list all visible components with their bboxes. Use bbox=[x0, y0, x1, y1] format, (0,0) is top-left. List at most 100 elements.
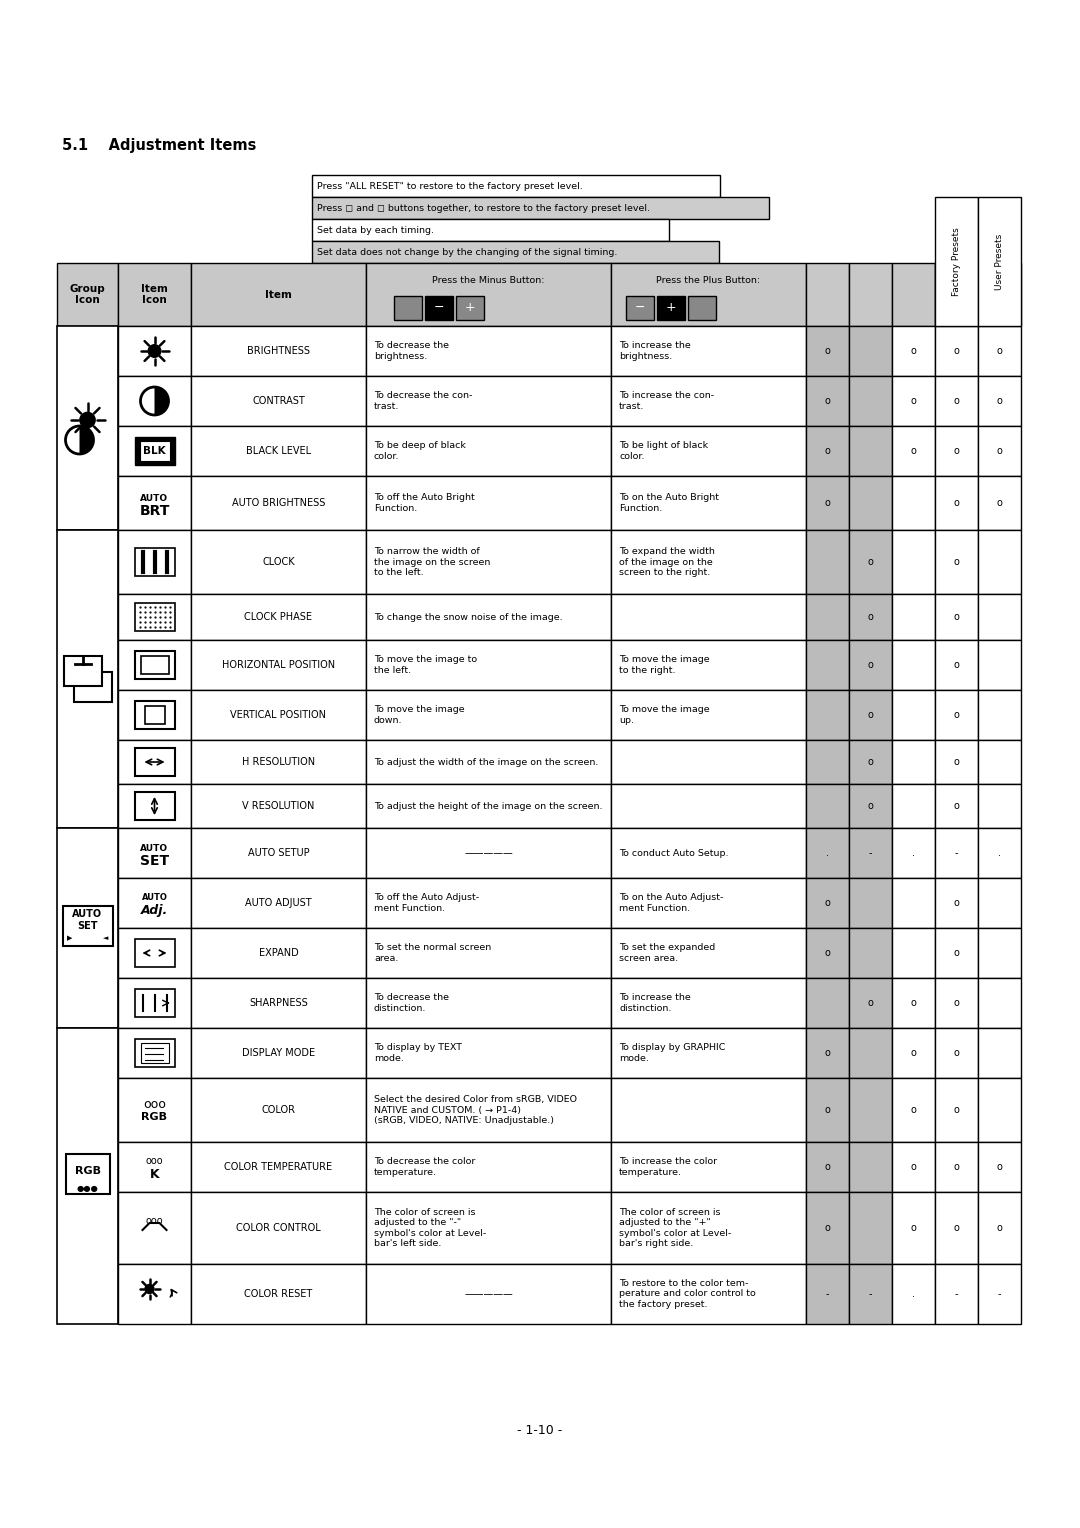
Bar bbox=[978, 263, 1021, 325]
Bar bbox=[191, 325, 366, 376]
Text: To move the image
up.: To move the image up. bbox=[619, 706, 710, 724]
Bar bbox=[312, 219, 669, 241]
Bar bbox=[366, 325, 611, 376]
Text: -: - bbox=[955, 848, 958, 859]
Bar bbox=[135, 792, 175, 821]
Text: To adjust the height of the image on the screen.: To adjust the height of the image on the… bbox=[374, 802, 603, 810]
Text: - 1-10 -: - 1-10 - bbox=[517, 1424, 563, 1436]
Bar bbox=[118, 376, 191, 426]
Bar bbox=[892, 640, 935, 691]
Text: o: o bbox=[910, 1105, 917, 1115]
Text: o: o bbox=[824, 1105, 831, 1115]
Bar bbox=[806, 1192, 849, 1264]
Circle shape bbox=[145, 1285, 154, 1294]
Text: COLOR: COLOR bbox=[261, 1105, 296, 1115]
Bar bbox=[935, 477, 978, 530]
Bar bbox=[892, 1264, 935, 1323]
Text: o: o bbox=[867, 998, 874, 1008]
Bar bbox=[312, 176, 720, 197]
Bar bbox=[849, 978, 892, 1028]
Bar bbox=[806, 1077, 849, 1141]
Bar bbox=[978, 594, 1021, 640]
Circle shape bbox=[148, 345, 161, 358]
Bar bbox=[978, 691, 1021, 740]
Bar bbox=[849, 879, 892, 927]
Bar bbox=[191, 927, 366, 978]
Bar bbox=[366, 1077, 611, 1141]
Bar bbox=[366, 376, 611, 426]
Bar bbox=[935, 1264, 978, 1323]
Bar bbox=[849, 927, 892, 978]
Text: o: o bbox=[824, 345, 831, 356]
Text: To off the Auto Adjust-
ment Function.: To off the Auto Adjust- ment Function. bbox=[374, 894, 480, 912]
Bar bbox=[135, 437, 175, 465]
Bar bbox=[366, 426, 611, 477]
Bar bbox=[135, 604, 175, 631]
Text: o: o bbox=[954, 498, 959, 507]
Bar bbox=[688, 296, 716, 319]
Bar bbox=[849, 1264, 892, 1323]
Bar bbox=[806, 594, 849, 640]
Bar bbox=[849, 325, 892, 376]
Bar bbox=[935, 530, 978, 594]
Bar bbox=[849, 1028, 892, 1077]
Bar bbox=[191, 426, 366, 477]
Text: —————: ————— bbox=[464, 848, 513, 859]
Text: .: . bbox=[998, 848, 1001, 859]
Bar bbox=[366, 1141, 611, 1192]
Bar bbox=[806, 1141, 849, 1192]
Text: Press the Plus Button:: Press the Plus Button: bbox=[657, 277, 760, 286]
Text: +: + bbox=[665, 301, 676, 315]
Text: o: o bbox=[954, 396, 959, 406]
Circle shape bbox=[80, 413, 95, 428]
Bar bbox=[935, 197, 978, 325]
Text: Set data does not change by the changing of the signal timing.: Set data does not change by the changing… bbox=[318, 248, 618, 257]
Text: o: o bbox=[824, 898, 831, 908]
Bar bbox=[892, 1141, 935, 1192]
Text: COLOR CONTROL: COLOR CONTROL bbox=[237, 1222, 321, 1233]
Bar bbox=[366, 477, 611, 530]
Bar bbox=[118, 1264, 191, 1323]
Bar bbox=[118, 978, 191, 1028]
Bar bbox=[366, 740, 611, 784]
Text: o: o bbox=[954, 1048, 959, 1057]
Bar bbox=[892, 927, 935, 978]
Bar bbox=[806, 879, 849, 927]
Bar bbox=[366, 784, 611, 828]
Bar bbox=[935, 594, 978, 640]
Bar bbox=[978, 828, 1021, 879]
Text: To set the normal screen
area.: To set the normal screen area. bbox=[374, 943, 491, 963]
Text: —————: ————— bbox=[464, 1290, 513, 1299]
Text: o: o bbox=[824, 396, 831, 406]
Text: o: o bbox=[824, 947, 831, 958]
Bar bbox=[366, 927, 611, 978]
Bar bbox=[849, 426, 892, 477]
Text: AUTO: AUTO bbox=[141, 892, 167, 902]
Text: To move the image to
the left.: To move the image to the left. bbox=[374, 656, 477, 675]
Bar bbox=[978, 640, 1021, 691]
Bar bbox=[935, 879, 978, 927]
Bar bbox=[135, 651, 175, 678]
Text: o: o bbox=[997, 396, 1002, 406]
Bar bbox=[892, 1192, 935, 1264]
Text: -: - bbox=[868, 1290, 873, 1299]
Text: To decrease the
distinction.: To decrease the distinction. bbox=[374, 993, 449, 1013]
Text: o: o bbox=[824, 1222, 831, 1233]
Bar bbox=[806, 978, 849, 1028]
Text: o: o bbox=[867, 558, 874, 567]
Text: To narrow the width of
the image on the screen
to the left.: To narrow the width of the image on the … bbox=[374, 547, 490, 578]
Text: o: o bbox=[954, 801, 959, 811]
Text: -: - bbox=[868, 848, 873, 859]
Text: -: - bbox=[826, 1290, 829, 1299]
Bar bbox=[849, 828, 892, 879]
Text: o: o bbox=[954, 756, 959, 767]
Bar bbox=[806, 530, 849, 594]
Bar bbox=[611, 1028, 806, 1077]
Bar bbox=[849, 1077, 892, 1141]
Text: To expand the width
of the image on the
screen to the right.: To expand the width of the image on the … bbox=[619, 547, 715, 578]
Bar bbox=[312, 241, 719, 263]
Bar bbox=[935, 1192, 978, 1264]
Bar bbox=[611, 477, 806, 530]
Text: User Presets: User Presets bbox=[995, 234, 1004, 290]
Bar bbox=[849, 691, 892, 740]
